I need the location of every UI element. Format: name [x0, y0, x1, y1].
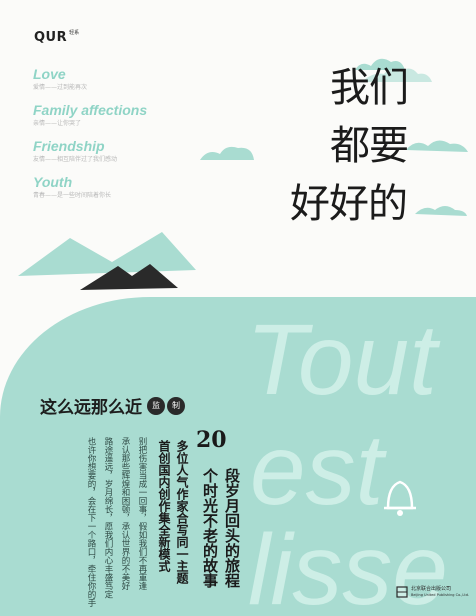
- publisher-name: 北京联合出版公司: [411, 586, 452, 592]
- cloud-icon: [200, 146, 254, 160]
- logo-brand: QUR: [34, 30, 68, 45]
- cloud-icon: [406, 140, 468, 152]
- keyword-cn: 友情——相互陪伴过了我们感动: [33, 156, 118, 163]
- keyword-friendship: Friendship 友情——相互陪伴过了我们感动: [33, 138, 117, 164]
- keyword-en: Love: [33, 66, 66, 82]
- publisher-mark: 北京联合出版公司 Beijing United Publishing Co.,L…: [396, 586, 469, 598]
- author-name: 这么远那么近: [40, 398, 142, 418]
- keyword-cn: 亲情——让你哭了: [33, 120, 82, 127]
- publisher-logo: QUR 轻系: [34, 30, 79, 45]
- keyword-en: Youth: [33, 174, 73, 190]
- title-line-1: 我们: [330, 65, 409, 111]
- author-line: 这么远那么近 监 制: [40, 393, 185, 418]
- keyword-youth: Youth 青春——是一些时间陪着你长: [33, 174, 111, 200]
- blurb-line-2: 承认那些辉煌和困顿，承认世界的不美好: [120, 437, 130, 590]
- keyword-en: Friendship: [33, 138, 105, 154]
- watermark-line-1: Tout: [246, 304, 437, 416]
- keyword-cn: 爱情——过到能再次: [33, 84, 88, 91]
- keyword-family: Family affections 亲情——让你哭了: [33, 102, 147, 128]
- author-role-badge: 监: [147, 396, 165, 415]
- title-line-2: 都要: [330, 123, 409, 169]
- bell-icon: [384, 480, 416, 516]
- watermark-line-3: lisse: [248, 514, 449, 616]
- keyword-cn: 青春——是一些时间陪着你长: [33, 192, 112, 199]
- publisher-name-en: Beijing United Publishing Co.,Ltd.: [411, 593, 470, 597]
- keyword-en: Family affections: [33, 102, 148, 118]
- tagline-number: 20: [196, 427, 227, 453]
- blurb-line-1: 别把伤害当成一回事，假如我们不再重逢: [137, 437, 147, 590]
- tagline-1: 段岁月回头的旅程: [223, 468, 241, 588]
- watermark-line-2: est: [250, 414, 384, 526]
- tagline-3: 多位人气作家合写同一主题: [175, 440, 189, 584]
- cloud-icon: [415, 206, 467, 216]
- blurb-line-4: 也许你想要的，会在下一个路口，牵住你的手: [86, 437, 96, 607]
- publisher-logo-icon: [396, 586, 408, 598]
- blurb-line-3: 路途遥远，岁月绵长，愿我们内心丰盛笃定: [103, 437, 113, 599]
- mountain-icon: [18, 232, 196, 290]
- keyword-love: Love 爱情——过到能再次: [33, 66, 87, 92]
- cloud-mountain-illustration: [18, 58, 468, 290]
- tagline-4: 首创国内创作集全新模式: [157, 440, 171, 572]
- teal-panel: [0, 297, 476, 616]
- logo-sub: 轻系: [69, 30, 80, 36]
- cloud-icon: [355, 58, 432, 82]
- tagline-2: 个时光不老的故事: [201, 468, 219, 588]
- title-line-3: 好好的: [290, 181, 408, 227]
- author-role-badge: 制: [167, 396, 185, 415]
